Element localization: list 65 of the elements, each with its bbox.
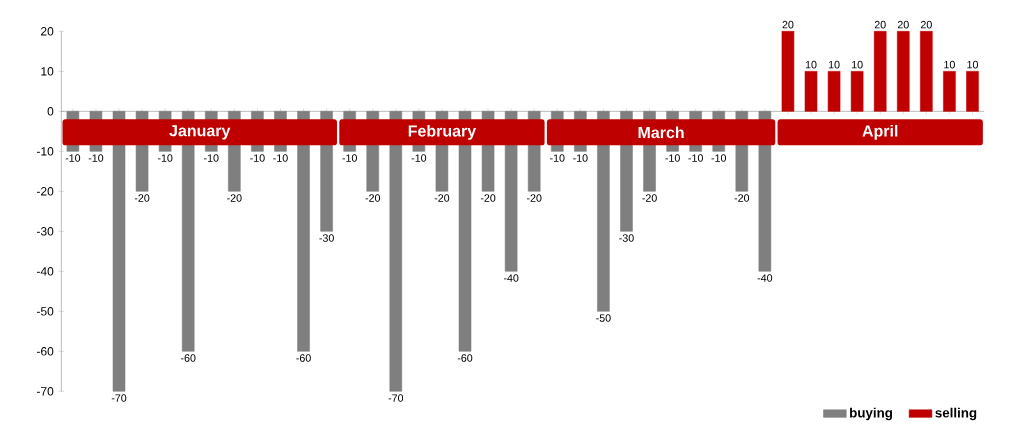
- legend-label: selling: [935, 407, 977, 421]
- bar: [966, 71, 979, 112]
- data-label: -10: [250, 154, 265, 162]
- bar: [781, 31, 795, 112]
- data-label: -60: [457, 354, 473, 362]
- data-label: -10: [65, 154, 81, 162]
- data-label: 10: [967, 60, 978, 69]
- data-label: 10: [852, 60, 863, 69]
- y-tick-label: -30: [36, 227, 54, 236]
- y-tick-label: -50: [36, 307, 54, 316]
- annotation: February: [408, 124, 477, 140]
- data-label: -30: [619, 234, 634, 242]
- data-label: -20: [734, 194, 750, 202]
- data-label: -40: [503, 274, 519, 282]
- data-label: -50: [596, 314, 611, 322]
- data-label: -20: [434, 194, 450, 202]
- data-label: -40: [757, 274, 773, 282]
- y-tick-label: -60: [36, 347, 54, 356]
- y-tick-label: -10: [36, 147, 54, 156]
- data-label: -10: [273, 154, 288, 162]
- annotation: January: [169, 125, 231, 140]
- data-label: -60: [296, 354, 311, 362]
- data-label: -20: [134, 194, 150, 202]
- data-label: -20: [365, 194, 381, 202]
- data-label: 20: [897, 20, 909, 29]
- y-tick-label: 0: [47, 107, 54, 116]
- data-label: -10: [665, 154, 680, 162]
- legend-label: buying: [850, 407, 892, 421]
- data-label: -10: [204, 154, 219, 162]
- data-label: 20: [920, 20, 932, 29]
- y-tick-label: 10: [41, 67, 54, 76]
- bar: [873, 31, 887, 112]
- data-label: -70: [111, 394, 127, 402]
- data-label: -10: [711, 154, 727, 162]
- data-label: -10: [573, 154, 588, 162]
- data-label: 10: [944, 60, 955, 69]
- bar: [920, 31, 933, 112]
- y-tick-label: -70: [36, 387, 54, 396]
- data-label: -10: [157, 154, 173, 162]
- data-label: -60: [180, 354, 196, 362]
- data-label: -20: [642, 194, 657, 202]
- y-tick-label: 20: [41, 27, 54, 36]
- data-label: -20: [526, 194, 542, 202]
- data-label: -30: [319, 234, 334, 242]
- data-label: -10: [411, 154, 427, 162]
- bar: [897, 31, 910, 112]
- y-tick-label: -40: [36, 267, 54, 276]
- data-label: -10: [342, 154, 357, 162]
- bar: [850, 71, 864, 112]
- data-label: 10: [828, 60, 840, 69]
- data-label: -10: [688, 154, 703, 162]
- annotation: March: [638, 126, 684, 139]
- data-label: -70: [388, 394, 404, 402]
- annotation: April: [862, 124, 898, 140]
- data-label: -10: [550, 154, 565, 162]
- data-label: 20: [874, 20, 886, 29]
- bar: [827, 71, 841, 112]
- data-label: -20: [480, 194, 496, 202]
- bar: [943, 71, 956, 112]
- data-label: -10: [88, 154, 104, 162]
- data-label: 10: [805, 60, 817, 69]
- data-label: -20: [227, 194, 242, 202]
- y-tick-label: -20: [36, 187, 54, 196]
- data-label: 20: [782, 20, 794, 29]
- bar: [804, 71, 818, 112]
